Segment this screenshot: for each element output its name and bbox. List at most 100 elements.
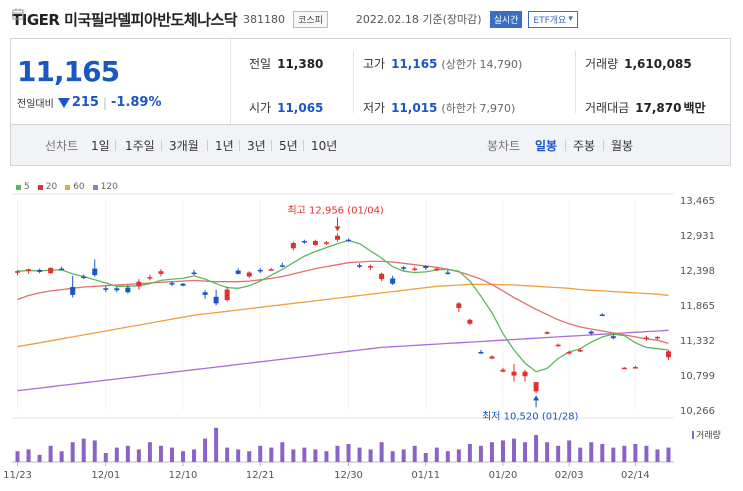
volume-bar (644, 445, 649, 462)
candle-body (202, 292, 208, 295)
candle-body (169, 283, 175, 285)
lower-limit: (하한가 7,970) (441, 102, 516, 115)
candle-body (301, 241, 307, 243)
market-badge: 코스피 (293, 10, 328, 28)
y-tick-label: 10,799 (680, 371, 715, 382)
x-tick-label: 02/03 (555, 470, 584, 481)
volume-bar (26, 449, 31, 462)
line-chart-label: 선차트 (45, 139, 79, 153)
legend-ma5: 5 (16, 182, 30, 192)
volume-bar (346, 444, 351, 462)
volume-bar (37, 454, 42, 462)
candle-body (48, 267, 54, 274)
prev-close-stat: 전일 11,380 (249, 55, 323, 72)
candle-body (434, 268, 440, 271)
current-price: 11,165 (17, 55, 120, 88)
change-amount: 215 (71, 95, 99, 110)
volume-bar (192, 449, 197, 462)
candle-body (70, 286, 76, 295)
min-arrow-icon (533, 395, 540, 401)
candle-body (654, 336, 660, 339)
volume-bar (92, 440, 97, 462)
calendar-icon (12, 8, 352, 25)
candle-body (290, 242, 296, 249)
divider (161, 140, 162, 151)
chevron-down-icon: ▾ (568, 14, 573, 24)
divider (115, 140, 116, 151)
divider (603, 140, 604, 151)
tab-1y[interactable]: 1년 (215, 139, 234, 153)
candle-body (511, 371, 517, 376)
change-label: 전일대비 (17, 99, 54, 110)
tab-daily[interactable]: 일봉 (535, 139, 558, 153)
legend-label: 5 (24, 182, 30, 192)
volume-bar (357, 447, 362, 462)
tab-weekly[interactable]: 주봉 (573, 139, 596, 153)
volume-bar (489, 442, 494, 462)
volume-bar (48, 445, 53, 462)
x-tick-label: 01/20 (489, 470, 518, 481)
volume-bar (81, 438, 86, 462)
ma120-line (17, 329, 669, 392)
candle-body (235, 270, 241, 274)
open-label: 시가 (249, 101, 272, 115)
tab-1d[interactable]: 1일 (91, 139, 110, 153)
y-tick-label: 11,865 (680, 301, 715, 312)
tab-1w[interactable]: 1주일 (125, 139, 155, 153)
volume-legend-label: 거래량 (696, 431, 721, 441)
ma60-line (17, 283, 669, 348)
volume-value: 1,610,085 (624, 57, 692, 71)
tab-3y[interactable]: 3년 (247, 139, 266, 153)
volume-bar (512, 438, 517, 462)
candle-body (390, 278, 396, 284)
candle-body (224, 289, 230, 301)
candle-body (522, 371, 528, 377)
divider (353, 51, 354, 113)
volume-bar (423, 453, 428, 462)
legend-label: 60 (73, 182, 85, 192)
tab-monthly[interactable]: 월봉 (611, 139, 634, 153)
candle-body (643, 337, 649, 340)
volume-bar (401, 449, 406, 462)
volume-swatch (692, 431, 694, 439)
prev-close-value: 11,380 (277, 57, 324, 71)
candle-body (323, 242, 329, 244)
candle-body (500, 369, 506, 372)
volume-bar (280, 442, 285, 462)
volume-bar (611, 447, 616, 462)
candle-body (566, 351, 572, 354)
realtime-badge[interactable]: 실시간 (489, 10, 523, 28)
candle-body (401, 267, 407, 269)
candle-body (92, 268, 98, 276)
volume-bar (534, 435, 539, 462)
low-value: 11,015 (391, 101, 438, 115)
candle-body (456, 303, 462, 308)
volume-label: 거래량 (585, 57, 619, 71)
volume-bar (445, 451, 450, 462)
candle-body (544, 332, 550, 334)
candle-body (158, 271, 164, 274)
legend-swatch (65, 184, 71, 190)
candle-body (478, 351, 484, 354)
etf-overview-button[interactable]: ETF개요 ▾ (528, 10, 578, 28)
volume-bar (456, 449, 461, 462)
volume-bar (379, 442, 384, 462)
volume-bar (545, 442, 550, 462)
tab-10y[interactable]: 10년 (311, 139, 338, 153)
candle-body (368, 265, 374, 268)
volume-bar (147, 442, 152, 462)
candle-body (467, 319, 473, 324)
tab-3m[interactable]: 3개월 (169, 139, 199, 153)
candle-body (191, 272, 197, 275)
tab-5y[interactable]: 5년 (279, 139, 298, 153)
candle-body (81, 276, 87, 278)
candle-body (588, 331, 594, 334)
volume-bar (500, 440, 505, 462)
volume-bar (114, 447, 119, 462)
candle-body (599, 314, 605, 317)
legend-swatch (16, 184, 21, 190)
volume-bar (258, 445, 263, 462)
divider (271, 140, 272, 151)
low-label: 저가 (363, 101, 386, 115)
